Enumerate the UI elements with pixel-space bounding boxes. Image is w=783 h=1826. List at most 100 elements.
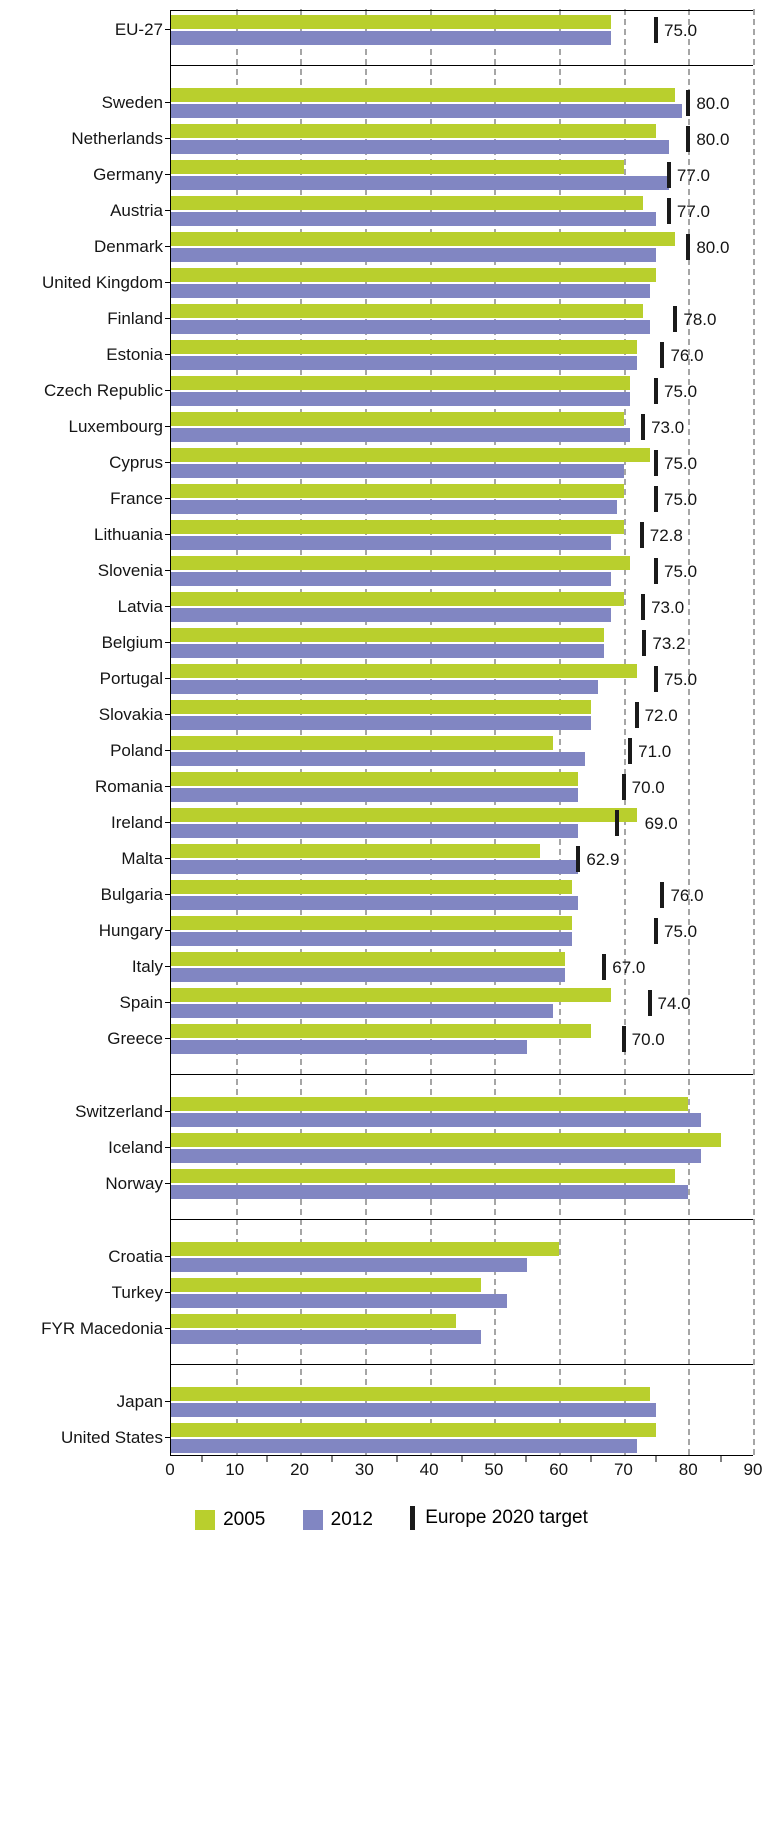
bar-2005: [171, 15, 611, 29]
bar-2005: [171, 1169, 675, 1183]
target-value: 76.0: [662, 346, 703, 366]
bar-2012: [171, 1294, 507, 1308]
bar-2005: [171, 160, 624, 174]
target-value: 75.0: [656, 454, 697, 474]
x-tick-label: 90: [744, 1460, 763, 1480]
data-row: Netherlands80.0: [171, 120, 753, 156]
data-row: Japan: [171, 1383, 753, 1419]
country-label: United Kingdom: [42, 273, 171, 293]
bar-2012: [171, 392, 630, 406]
country-label: Czech Republic: [44, 381, 171, 401]
data-row: Romania70.0: [171, 768, 753, 804]
target-value: 75.0: [656, 21, 697, 41]
country-label: Finland: [107, 309, 171, 329]
data-row: Germany77.0: [171, 156, 753, 192]
target-value: 75.0: [656, 382, 697, 402]
bar-2005: [171, 916, 572, 930]
data-row: Finland78.0: [171, 300, 753, 336]
target-value: 75.0: [656, 670, 697, 690]
country-label: Norway: [105, 1174, 171, 1194]
bar-2005: [171, 412, 624, 426]
data-row: Turkey: [171, 1274, 753, 1310]
bar-2012: [171, 1149, 701, 1163]
bar-2005: [171, 592, 624, 606]
bar-2012: [171, 1004, 553, 1018]
bar-2005: [171, 772, 578, 786]
bar-2012: [171, 464, 624, 478]
bar-2005: [171, 1314, 456, 1328]
target-value: 62.9: [578, 850, 619, 870]
legend-item-2005: 2005: [195, 1509, 265, 1531]
target-value: 76.0: [662, 886, 703, 906]
swatch-2012: [303, 1510, 323, 1530]
country-label: Greece: [107, 1029, 171, 1049]
target-value: 80.0: [688, 238, 729, 258]
country-label: Germany: [93, 165, 171, 185]
data-row: Norway: [171, 1165, 753, 1201]
data-row: Estonia76.0: [171, 336, 753, 372]
bar-2012: [171, 896, 578, 910]
bar-2012: [171, 428, 630, 442]
bar-2005: [171, 1097, 688, 1111]
data-row: Lithuania72.8: [171, 516, 753, 552]
bar-2012: [171, 536, 611, 550]
legend-item-2012: 2012: [303, 1509, 373, 1531]
country-label: FYR Macedonia: [41, 1319, 171, 1339]
country-label: Switzerland: [75, 1102, 171, 1122]
chart: EU-2775.0Sweden80.0Netherlands80.0German…: [10, 10, 773, 1536]
country-label: Spain: [120, 993, 171, 1013]
swatch-target: [410, 1506, 415, 1530]
bar-2012: [171, 932, 572, 946]
bar-2012: [171, 140, 669, 154]
target-value: 67.0: [604, 958, 645, 978]
legend-label-2012: 2012: [331, 1509, 373, 1531]
target-value: 75.0: [656, 922, 697, 942]
data-row: Malta62.9: [171, 840, 753, 876]
target-value: 69.0: [637, 814, 678, 834]
bar-2012: [171, 212, 656, 226]
bar-2005: [171, 1242, 559, 1256]
country-label: France: [110, 489, 171, 509]
data-row: Denmark80.0: [171, 228, 753, 264]
target-value: 70.0: [624, 1030, 665, 1050]
data-row: Spain74.0: [171, 984, 753, 1020]
bar-2012: [171, 1040, 527, 1054]
target-value: 75.0: [656, 490, 697, 510]
x-tick-label: 30: [355, 1460, 374, 1480]
data-row: Switzerland: [171, 1093, 753, 1129]
country-label: Cyprus: [109, 453, 171, 473]
data-row: United States: [171, 1419, 753, 1455]
target-value: 75.0: [656, 562, 697, 582]
country-label: Iceland: [108, 1138, 171, 1158]
legend-item-target: Europe 2020 target: [410, 1506, 588, 1530]
country-label: Ireland: [111, 813, 171, 833]
x-tick-label: 0: [165, 1460, 174, 1480]
country-label: Poland: [110, 741, 171, 761]
data-row: Hungary75.0: [171, 912, 753, 948]
bar-2012: [171, 176, 669, 190]
target-value: 80.0: [688, 130, 729, 150]
bar-2012: [171, 680, 598, 694]
country-label: Denmark: [94, 237, 171, 257]
x-tick-label: 40: [420, 1460, 439, 1480]
x-tick-label: 80: [679, 1460, 698, 1480]
target-value: 71.0: [630, 742, 671, 762]
bar-2005: [171, 232, 675, 246]
data-row: Italy67.0: [171, 948, 753, 984]
data-row: United Kingdom: [171, 264, 753, 300]
bar-2005: [171, 340, 637, 354]
country-label: Turkey: [112, 1283, 171, 1303]
country-label: Malta: [121, 849, 171, 869]
target-value: 73.0: [643, 598, 684, 618]
bar-2012: [171, 31, 611, 45]
target-value: 78.0: [675, 310, 716, 330]
plot-area: EU-2775.0Sweden80.0Netherlands80.0German…: [170, 10, 753, 1456]
bar-2005: [171, 988, 611, 1002]
data-row: Portugal75.0: [171, 660, 753, 696]
country-label: EU-27: [115, 20, 171, 40]
bar-2012: [171, 644, 604, 658]
bar-2012: [171, 860, 578, 874]
data-row: Poland71.0: [171, 732, 753, 768]
data-row: Slovakia72.0: [171, 696, 753, 732]
bar-2005: [171, 484, 624, 498]
